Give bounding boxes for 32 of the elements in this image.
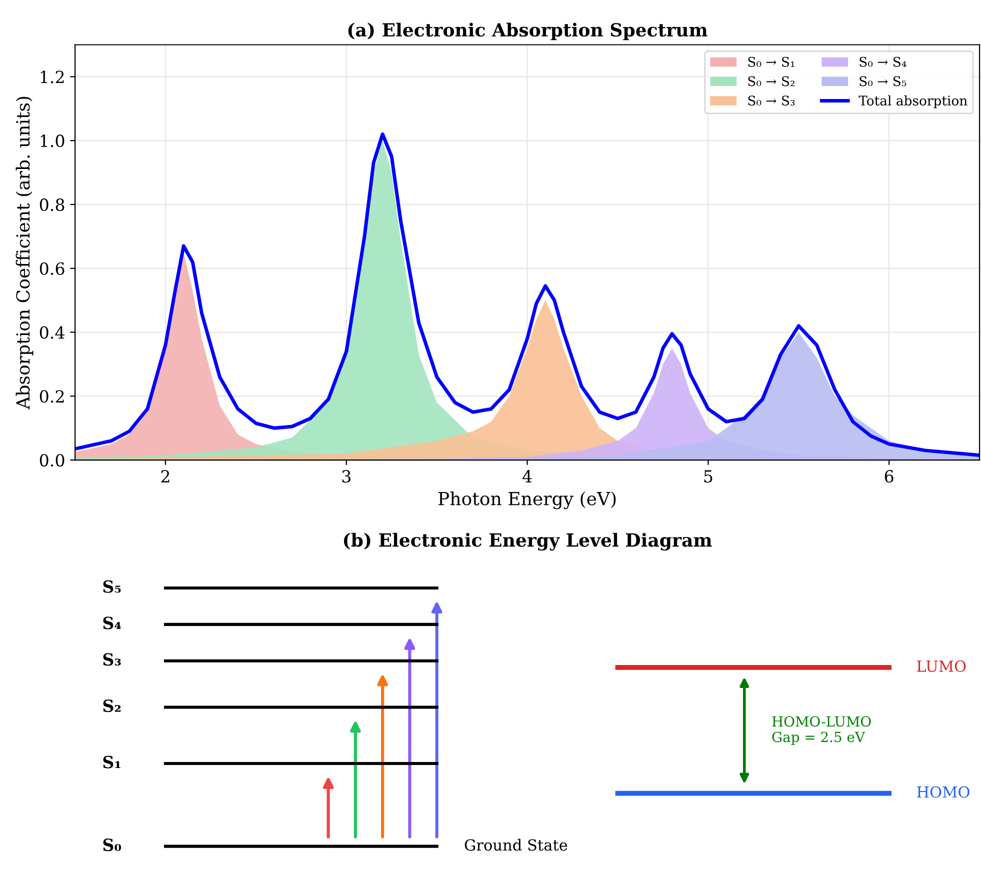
x-tick-label: 6 bbox=[884, 470, 894, 483]
text: S₁ bbox=[103, 756, 120, 768]
y-tick-label: 0.8 bbox=[40, 198, 64, 212]
x-tick-label: 3 bbox=[342, 470, 350, 483]
x-tick-label: 2 bbox=[161, 470, 170, 482]
x-axis-title: Photon Energy (eV) bbox=[438, 491, 616, 510]
legend-label: S₀ → S₃ bbox=[748, 96, 795, 106]
text: S₀ bbox=[103, 838, 122, 852]
y-tick-label: 0.4 bbox=[40, 326, 64, 339]
x-tick-label: 5 bbox=[704, 470, 712, 483]
y-tick-label: 0.6 bbox=[40, 262, 64, 275]
y-tick-label: 1.0 bbox=[40, 134, 64, 148]
chart-title: (a) Electronic Absorption Spectrum bbox=[348, 22, 708, 40]
legend-label: S₀ → S₅ bbox=[860, 76, 906, 86]
y-axis-title: Absorption Coefficient (arb. units) bbox=[16, 96, 34, 410]
text: S₃ bbox=[103, 653, 121, 666]
legend-label: Total absorption bbox=[858, 95, 968, 108]
legend-label: S₀ → S₂ bbox=[748, 76, 794, 86]
legend-label: S₀ → S₁ bbox=[748, 56, 794, 67]
y-tick-label: 0.0 bbox=[40, 454, 64, 467]
text: HOMO bbox=[917, 786, 970, 798]
text: HOMO-LUMO Gap = 2.5 eV bbox=[772, 716, 871, 745]
text: S₂ bbox=[103, 699, 121, 712]
text: Ground State bbox=[464, 838, 568, 851]
x-tick-label: 4 bbox=[522, 470, 532, 482]
y-tick-label: 1.2 bbox=[40, 70, 64, 84]
text: S₄ bbox=[103, 616, 121, 630]
text: S₅ bbox=[103, 580, 121, 593]
y-tick-label: 0.2 bbox=[40, 390, 64, 403]
text: LUMO bbox=[917, 660, 966, 672]
legend-label: S₀ → S₄ bbox=[860, 56, 906, 67]
text: (b) Electronic Energy Level Diagram bbox=[344, 532, 712, 551]
